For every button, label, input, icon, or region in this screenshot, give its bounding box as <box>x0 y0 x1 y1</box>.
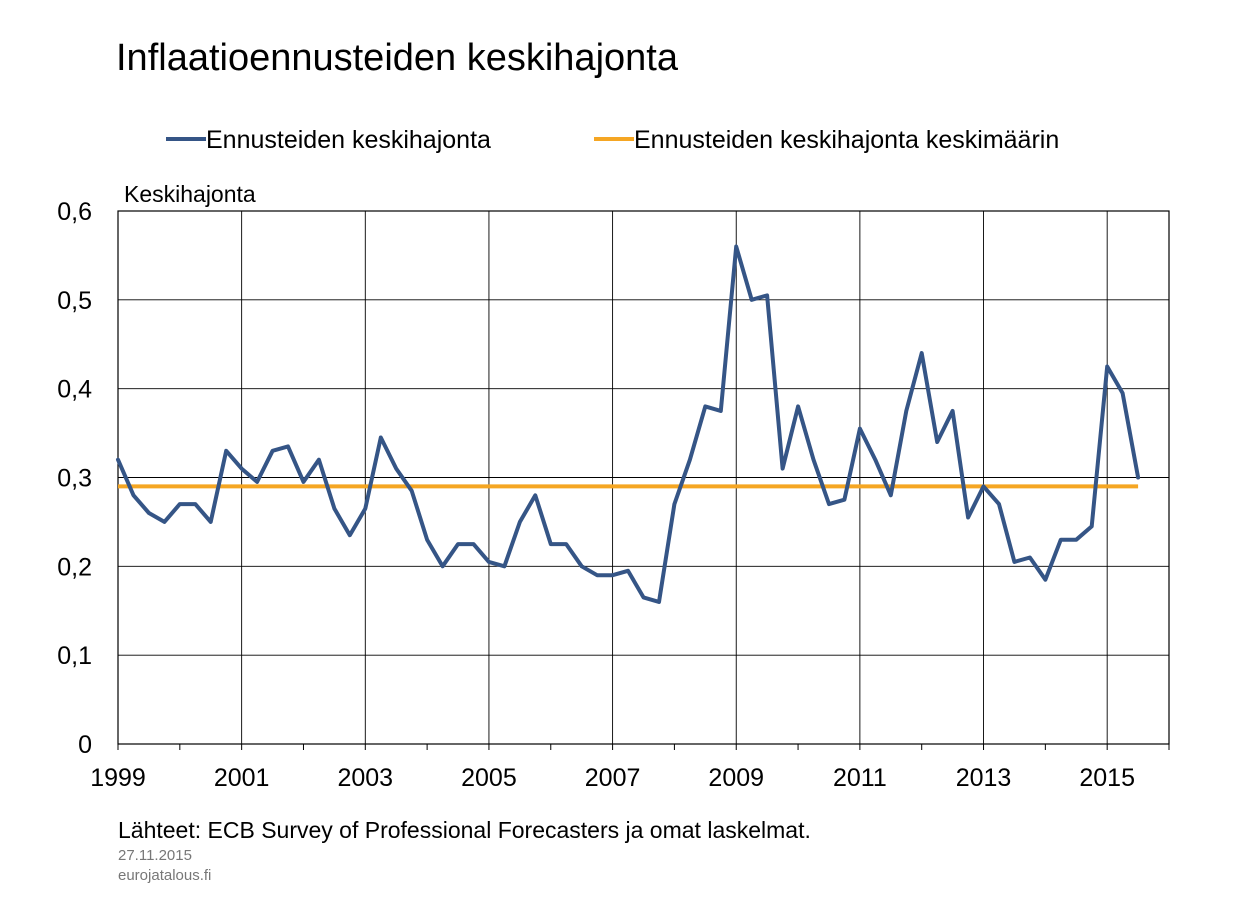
x-axis-ticks <box>117 744 1170 750</box>
plot-frame <box>117 210 1170 745</box>
publish-date: 27.11.2015 <box>118 847 192 864</box>
y-tick-label: 0,3 <box>57 465 92 493</box>
chart-title: Inflaatioennusteiden keskihajonta <box>116 37 679 79</box>
site-name: eurojatalous.fi <box>118 867 211 884</box>
series-lines <box>116 244 1141 604</box>
x-tick-label: 2009 <box>708 764 764 792</box>
x-tick-label: 2007 <box>585 764 641 792</box>
source-note: Lähteet: ECB Survey of Professional Fore… <box>118 817 811 843</box>
x-tick-label: 2005 <box>461 764 517 792</box>
legend-label-series-0: Ennusteiden keskihajonta <box>206 126 491 154</box>
x-tick-label: 2011 <box>833 764 887 792</box>
y-axis-label: Keskihajonta <box>124 181 256 207</box>
x-tick-label: 1999 <box>90 764 146 792</box>
x-axis-tick-labels: 1999 2001 2003 2005 2007 2009 2011 2013 2015 <box>90 764 1135 792</box>
x-tick-label: 2015 <box>1079 764 1135 792</box>
y-tick-label: 0 <box>78 731 92 759</box>
series-line-stddev <box>116 244 1141 604</box>
grid <box>118 211 1169 744</box>
legend: Ennusteiden keskihajonta Ennusteiden kes… <box>166 126 1059 154</box>
y-axis-tick-labels: 0 0,1 0,2 0,3 0,4 0,5 0,6 <box>57 198 92 759</box>
y-tick-label: 0,1 <box>57 642 92 670</box>
y-tick-label: 0,2 <box>57 553 92 581</box>
y-tick-label: 0,6 <box>57 198 92 226</box>
x-tick-label: 2003 <box>337 764 393 792</box>
legend-label-series-1: Ennusteiden keskihajonta keskimäärin <box>634 126 1059 154</box>
x-tick-label: 2001 <box>214 764 270 792</box>
y-tick-label: 0,4 <box>57 376 92 404</box>
y-tick-label: 0,5 <box>57 287 92 315</box>
x-tick-label: 2013 <box>956 764 1012 792</box>
